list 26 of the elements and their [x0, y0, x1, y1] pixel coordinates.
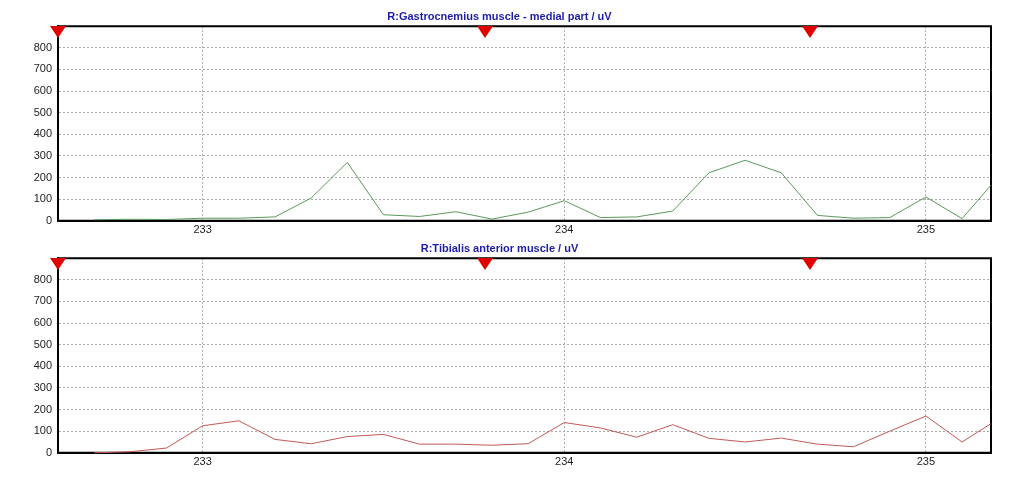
y-tick-label: 100	[33, 192, 52, 205]
chart-title: R:Tibialis anterior muscle / uV	[420, 241, 579, 254]
y-tick-label: 700	[33, 62, 52, 75]
x-tick-label: 233	[193, 223, 212, 236]
x-tick-label: 235	[916, 223, 936, 236]
y-tick-label: 600	[33, 84, 52, 97]
y-tick-label: 600	[33, 316, 52, 329]
x-tick-label: 235	[916, 455, 936, 468]
y-tick-label: 700	[33, 294, 52, 307]
y-tick-label: 800	[33, 40, 52, 53]
y-tick-label: 300	[33, 380, 52, 393]
chart-title: R:Gastrocnemius muscle - medial part / uV	[387, 9, 613, 22]
x-tick-label: 234	[555, 455, 574, 468]
y-tick-label: 200	[33, 402, 52, 415]
y-tick-label: 500	[33, 337, 52, 350]
y-tick-label: 0	[45, 213, 52, 226]
y-tick-label: 400	[33, 359, 52, 372]
y-tick-label: 500	[33, 105, 52, 118]
y-tick-label: 0	[45, 445, 52, 458]
x-tick-label: 233	[193, 455, 212, 468]
y-tick-label: 300	[33, 148, 52, 161]
x-tick-label: 234	[555, 223, 574, 236]
y-tick-label: 800	[33, 272, 52, 285]
y-tick-label: 400	[33, 127, 52, 140]
y-tick-label: 200	[33, 170, 52, 183]
y-tick-label: 100	[33, 424, 52, 437]
